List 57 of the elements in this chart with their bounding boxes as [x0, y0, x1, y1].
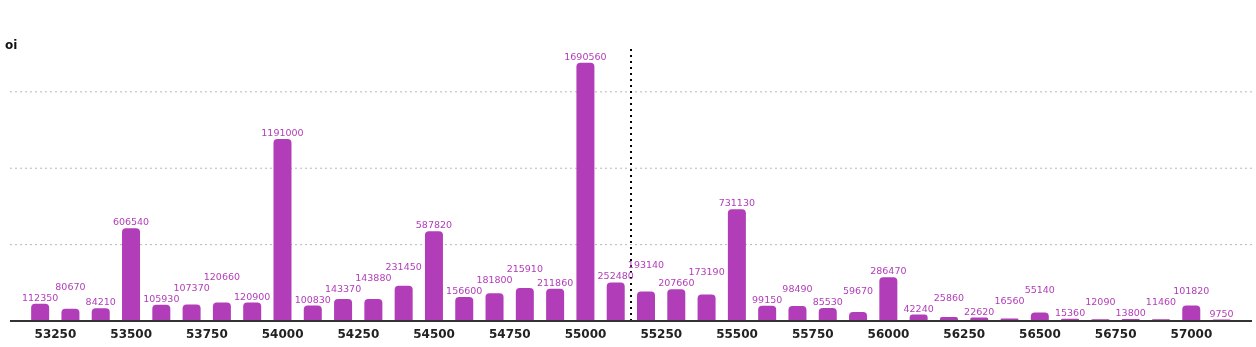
- x-tick-label: 55750: [791, 326, 834, 341]
- data-label: 1191000: [261, 127, 304, 139]
- data-label: 16560: [994, 294, 1025, 306]
- data-label: 85530: [812, 295, 843, 307]
- y-axis-title: oi: [5, 38, 18, 52]
- data-label: 105930: [143, 292, 180, 304]
- data-label: 25860: [933, 291, 965, 303]
- data-label: 215910: [506, 263, 543, 275]
- data-label: 9750: [1209, 307, 1234, 319]
- x-tick-label: 56750: [1094, 326, 1137, 341]
- data-label: 143880: [355, 271, 392, 283]
- data-label: 12090: [1085, 295, 1116, 307]
- data-label: 22620: [964, 305, 995, 317]
- x-tick-label: 53500: [110, 326, 153, 341]
- data-label: 606540: [112, 216, 150, 228]
- data-label: 156600: [446, 285, 483, 297]
- data-label: 107370: [173, 281, 210, 293]
- x-tick-label: 54500: [413, 326, 455, 341]
- x-tick-label: 57000: [1170, 326, 1213, 341]
- x-tick-label: 53750: [186, 326, 228, 341]
- data-label: 59670: [842, 284, 874, 296]
- data-label: 55140: [1024, 283, 1055, 295]
- x-tick-label: 55000: [564, 326, 607, 341]
- data-label: 100830: [294, 293, 331, 305]
- data-label: 181800: [476, 274, 513, 286]
- data-label: 211860: [536, 276, 574, 288]
- x-tick-label: 54750: [488, 326, 531, 341]
- data-label: 98490: [782, 282, 813, 294]
- x-tick-label: 56250: [943, 326, 986, 341]
- data-label: 252480: [597, 270, 634, 282]
- data-label: 193140: [627, 259, 665, 271]
- data-label: 15360: [1054, 306, 1086, 318]
- x-tick-label: 56000: [867, 326, 910, 341]
- data-label: 286470: [870, 265, 907, 277]
- data-label: 11460: [1145, 295, 1177, 307]
- data-label: 99150: [752, 293, 783, 305]
- data-label: 42240: [903, 302, 934, 314]
- data-label: 101820: [1173, 284, 1210, 296]
- data-label: 143370: [324, 282, 362, 294]
- data-label: 84210: [85, 296, 116, 308]
- x-tick-label: 53250: [34, 326, 77, 341]
- data-label: 120900: [234, 290, 271, 302]
- data-label: 731130: [718, 197, 756, 209]
- data-label: 231450: [385, 260, 422, 272]
- data-label: 207660: [658, 277, 695, 289]
- data-label: 587820: [415, 219, 453, 231]
- data-label: 80670: [55, 280, 86, 292]
- x-tick-label: 54250: [337, 326, 380, 341]
- x-tick-label: 55500: [716, 326, 758, 341]
- x-tick-label: 54000: [261, 326, 304, 341]
- data-label: 1690560: [564, 50, 607, 62]
- data-label: 120660: [203, 270, 241, 282]
- x-tick-label: 55250: [640, 326, 683, 341]
- data-label: 13800: [1115, 306, 1146, 318]
- data-label: 112350: [22, 291, 59, 303]
- data-label: 173190: [688, 266, 725, 278]
- x-tick-label: 56500: [1019, 326, 1061, 341]
